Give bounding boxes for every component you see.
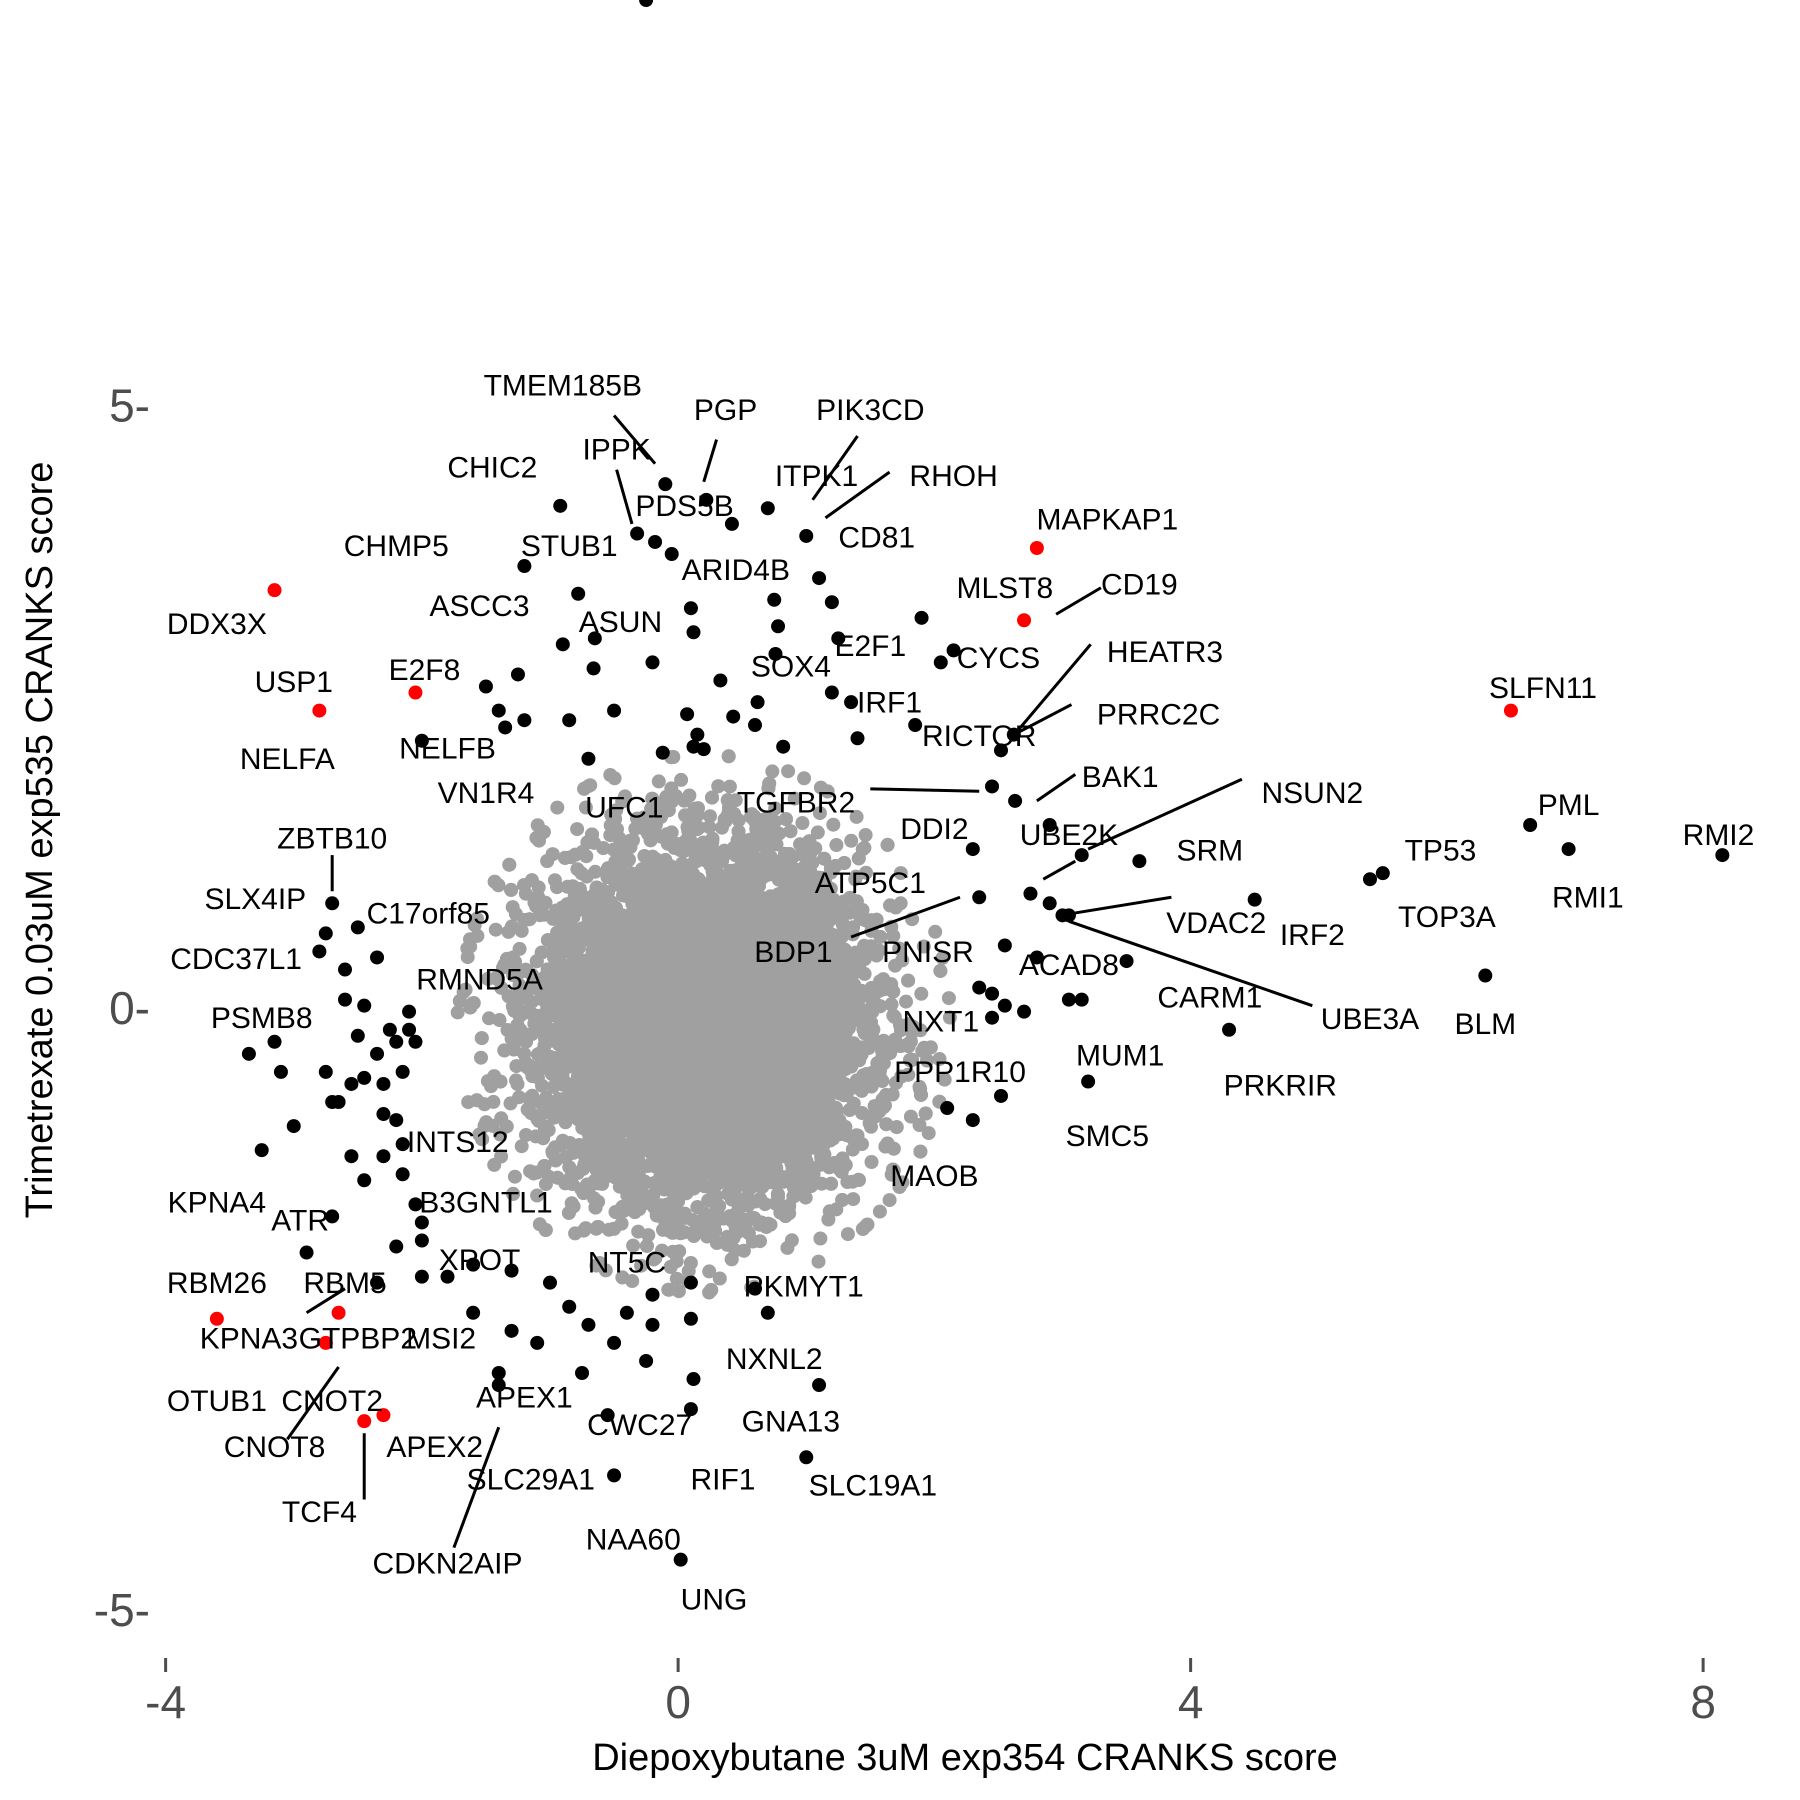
- cloud-point: [661, 1282, 676, 1297]
- cloud-point: [482, 1011, 496, 1026]
- cloud-point: [844, 833, 859, 848]
- cloud-point: [935, 951, 950, 965]
- background-point-cloud: [450, 749, 957, 1300]
- cloud-point: [507, 1169, 522, 1184]
- cloud-point: [470, 928, 485, 943]
- cloud-point: [780, 1240, 795, 1255]
- cloud-point: [787, 791, 802, 806]
- cloud-point: [882, 1193, 897, 1208]
- cloud-point: [492, 1013, 507, 1027]
- cloud-point: [826, 817, 841, 832]
- cloud-point: [674, 772, 689, 787]
- cloud-point: [840, 1227, 855, 1242]
- cloud-point: [903, 1109, 918, 1124]
- cloud-point: [781, 764, 796, 779]
- cloud-point: [864, 1155, 879, 1169]
- cloud-point: [651, 774, 666, 789]
- cloud-point: [703, 809, 717, 824]
- cloud-point: [607, 771, 622, 786]
- cloud-point: [570, 822, 585, 837]
- cloud-point: [450, 1005, 465, 1020]
- cloud-point: [494, 1111, 509, 1126]
- cloud-point: [512, 1090, 527, 1105]
- cloud-point: [941, 991, 956, 1006]
- cloud-point: [712, 1271, 727, 1286]
- cloud-point: [488, 922, 503, 937]
- cloud-point: [578, 800, 593, 815]
- cloud-point: [494, 1149, 509, 1164]
- cloud-point: [932, 1052, 947, 1066]
- cloud-point: [765, 764, 780, 779]
- cloud-point: [829, 838, 844, 852]
